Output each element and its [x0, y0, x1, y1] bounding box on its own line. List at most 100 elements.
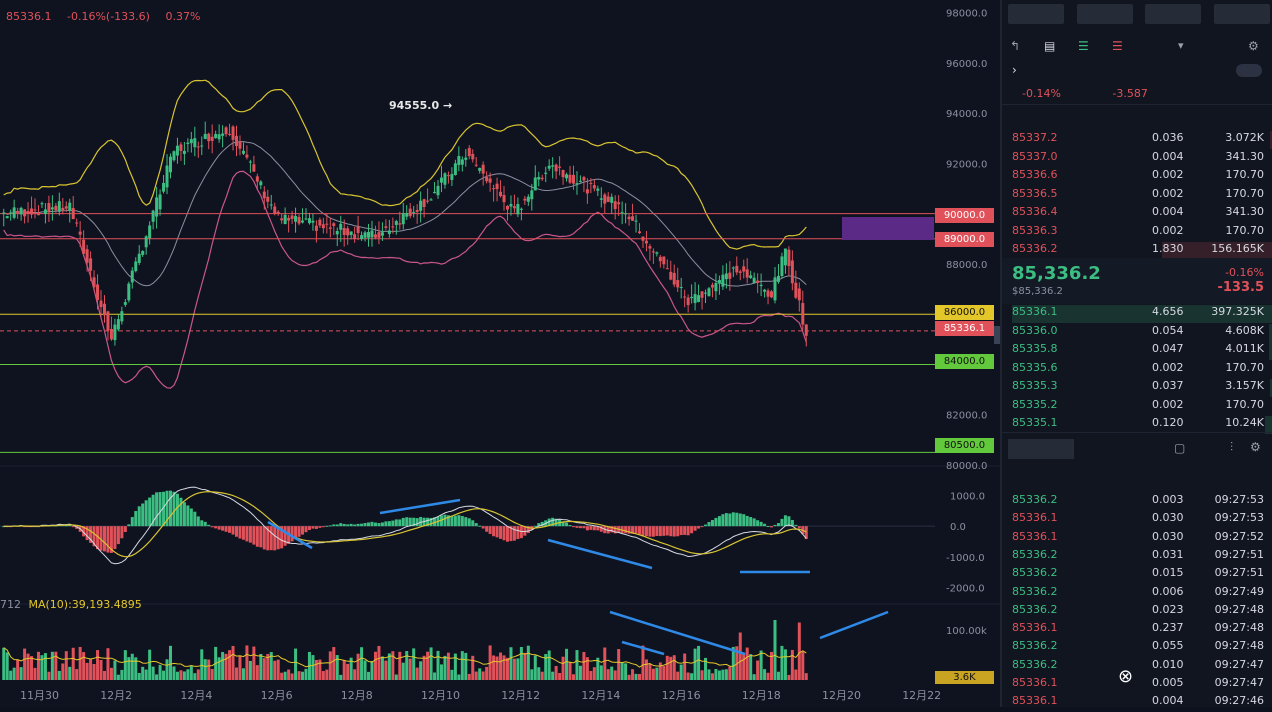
entrust-title[interactable]: › [1012, 63, 1017, 77]
date-tick-label: 12月16 [662, 689, 701, 702]
strategy-button[interactable] [1145, 4, 1201, 24]
back-icon[interactable]: ↰ [1010, 39, 1020, 53]
candle-body [499, 192, 502, 196]
volume-bar [457, 675, 460, 680]
volume-bar [801, 652, 804, 680]
candle-body [756, 281, 759, 283]
volume-bar [753, 674, 756, 680]
volume-bar [721, 670, 724, 680]
volume-bar [694, 649, 697, 680]
chart-panel[interactable]: 98000.096000.094000.092000.090000.088000… [0, 0, 1000, 707]
macd-bar [569, 525, 572, 526]
macd-bar [666, 526, 669, 535]
row-price: 85336.2 [1012, 639, 1058, 652]
candle-body [742, 266, 745, 271]
macd-bar [645, 526, 648, 536]
price-tick-label: 92000.0 [946, 159, 987, 170]
macd-bar [457, 515, 460, 526]
macd-bar [308, 526, 311, 530]
volume-bar [58, 671, 61, 680]
candle-body [284, 215, 287, 224]
candle-body [256, 176, 259, 181]
last-price-block: 85,336.2 $85,336.2 -0.16% -133.5 [1002, 258, 1272, 304]
volume-bar [701, 670, 704, 680]
filter-icon[interactable]: ⫶ [1230, 440, 1233, 455]
row-amount: 0.054 [1152, 324, 1184, 337]
asks-only-icon[interactable]: ☰ [1112, 39, 1123, 53]
volume-bar [534, 656, 537, 680]
macd-bar [350, 524, 353, 526]
candle-body [721, 275, 724, 287]
entrust-toggle[interactable] [1236, 64, 1262, 77]
candle-body [134, 261, 137, 271]
tab-latest-trades[interactable] [1008, 439, 1074, 459]
candle-body [628, 217, 631, 220]
candle-body [364, 232, 367, 237]
ratio-value: -0.14% [1022, 87, 1061, 100]
candle-body [562, 170, 565, 177]
candle-body [666, 268, 669, 269]
volume-bar [610, 667, 613, 680]
candle-body [503, 195, 506, 202]
candle-body [461, 159, 464, 164]
candle-body [805, 324, 808, 335]
candle-body [159, 194, 162, 209]
trade-settings-icon[interactable]: ⚙ [1250, 440, 1261, 454]
watchlist-button[interactable] [1077, 4, 1133, 24]
candle-body [735, 266, 738, 272]
candle-body [690, 297, 693, 298]
row-price: 85336.2 [1012, 658, 1058, 671]
brief-button[interactable] [1214, 4, 1270, 24]
macd-bar [492, 526, 495, 536]
candle-body [350, 232, 353, 235]
volume-bar [204, 659, 207, 680]
row-total: 3.157K [1225, 379, 1264, 392]
tab-fast[interactable]: ▢ [1174, 441, 1185, 455]
volume-bar [676, 672, 679, 680]
candle-body [172, 151, 175, 160]
volume-bar [228, 650, 231, 680]
alert-button[interactable] [1008, 4, 1064, 24]
volume-bar [280, 673, 283, 680]
macd-bar [270, 526, 273, 550]
candle-body [221, 134, 224, 136]
date-tick-label: 12月12 [501, 689, 540, 702]
macd-bar [534, 526, 537, 527]
candle-body [106, 311, 109, 330]
candlestick-chart[interactable]: 98000.096000.094000.092000.090000.088000… [0, 0, 1000, 707]
volume-bar [82, 652, 85, 680]
both-sides-icon[interactable]: ▤ [1044, 39, 1055, 53]
volume-bar [492, 655, 495, 680]
settings-icon[interactable]: ⚙ [1248, 39, 1259, 53]
candle-body [37, 214, 40, 215]
decimals-select[interactable]: ▾ [1178, 39, 1184, 52]
volume-bar [416, 668, 419, 680]
macd-bar [117, 526, 120, 544]
row-amount: 0.002 [1152, 361, 1184, 374]
candle-body [381, 232, 384, 235]
macd-bar [593, 526, 596, 530]
bids-only-icon[interactable]: ☰ [1078, 39, 1089, 53]
